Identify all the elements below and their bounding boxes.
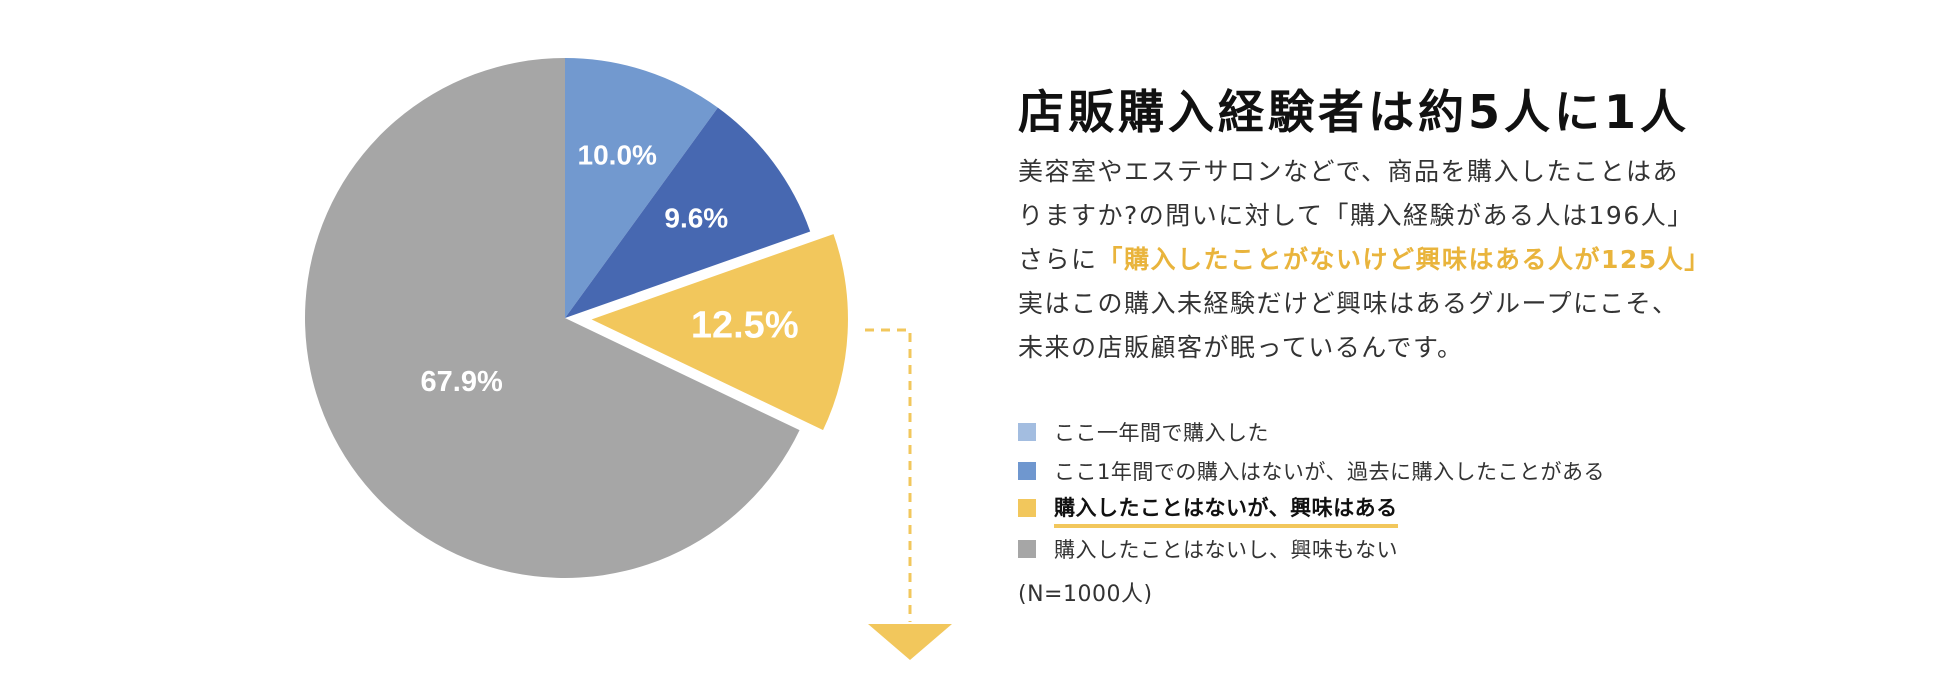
callout-arrow (865, 328, 952, 660)
pie-slice (586, 231, 850, 433)
legend-item-highlighted: 購入したことはないが、興味はある (1018, 490, 1718, 529)
legend-item: 購入したことはないし、興味もない (1018, 529, 1718, 568)
legend-item: ここ1年間での購入はないが、過去に購入したことがある (1018, 451, 1718, 490)
slice-percent-label: 10.0% (578, 140, 657, 171)
pie-chart: 10.0%9.6% 12.5% 67.9% (305, 58, 952, 660)
legend-swatch (1018, 498, 1036, 517)
pie-slice (305, 58, 800, 578)
description-prefix: さらに (1018, 245, 1098, 274)
slice-percent-label: 67.9% (421, 366, 503, 398)
description-line: りますか?の問いに対して「購入経験がある人は196人」 (1018, 201, 1694, 230)
legend-label: ここ一年間で購入した (1054, 420, 1269, 445)
description-line: 未来の店販顧客が眠っているんです。 (1018, 333, 1464, 362)
callout-dashed-line (865, 328, 912, 622)
legend-label: 購入したことはないが、興味はある (1054, 492, 1398, 528)
legend-label: 購入したことはないし、興味もない (1054, 537, 1398, 562)
legend-swatch (1018, 422, 1036, 441)
pie-slice (565, 107, 811, 318)
description-line: 実はこの購入未経験だけど興味はあるグループにこそ、 (1018, 289, 1679, 318)
description-text: 美容室やエステサロンなどで、商品を購入したことはあ りますか?の問いに対して「購… (1018, 150, 1898, 370)
slice-percent-label: 12.5% (691, 305, 799, 347)
arrow-down-icon (868, 624, 952, 660)
headline: 店販購入経験者は約5人に1人 (1018, 85, 1691, 139)
legend-swatch (1018, 461, 1036, 480)
pie-labels: 10.0%9.6% 12.5% 67.9% (421, 140, 799, 398)
highlighted-phrase: 「購入したことがないけど興味はある人が125人」 (1097, 245, 1711, 274)
legend-swatch (1018, 539, 1036, 558)
slice-percent-label: 9.6% (664, 202, 728, 233)
description-line: 美容室やエステサロンなどで、商品を購入したことはあ (1018, 157, 1680, 186)
legend-item: ここ一年間で購入した (1018, 412, 1718, 451)
sample-size-note: (N=1000人) (1018, 582, 1153, 607)
description-line: さらに「購入したことがないけど興味はある人が125人」 (1018, 238, 1898, 282)
legend-label: ここ1年間での購入はないが、過去に購入したことがある (1054, 459, 1605, 484)
pie-slice (565, 58, 718, 318)
legend: ここ一年間で購入した ここ1年間での購入はないが、過去に購入したことがある 購入… (1018, 412, 1718, 568)
pie-slices (305, 58, 850, 578)
